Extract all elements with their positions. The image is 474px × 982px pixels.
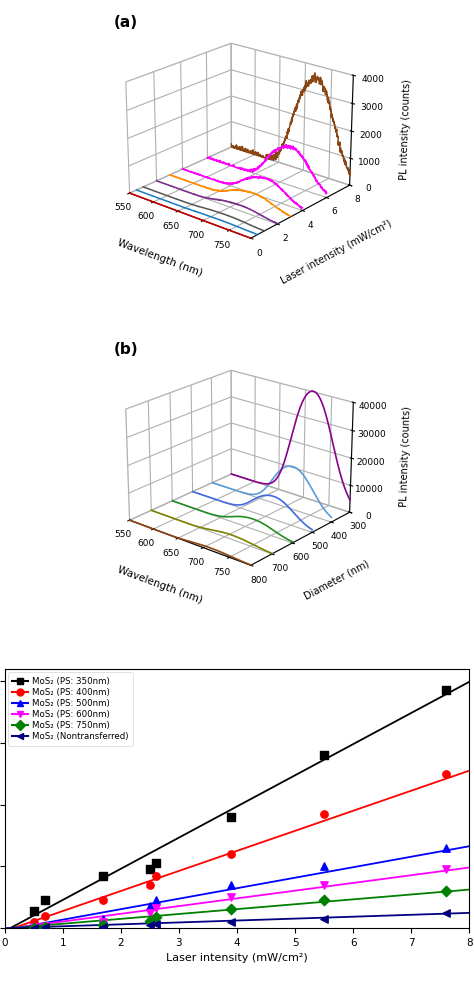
- Point: [228, 901, 235, 917]
- Point: [320, 747, 328, 763]
- Point: [152, 855, 159, 871]
- Point: [100, 868, 107, 884]
- Point: [146, 904, 154, 920]
- Point: [30, 919, 37, 935]
- Point: [152, 868, 159, 884]
- Point: [42, 917, 49, 933]
- Text: (a): (a): [114, 15, 138, 29]
- Point: [442, 682, 450, 698]
- Point: [100, 917, 107, 933]
- Point: [30, 920, 37, 936]
- Point: [152, 909, 159, 925]
- Point: [42, 893, 49, 908]
- Y-axis label: Laser intensity (mW/cm²): Laser intensity (mW/cm²): [280, 219, 394, 287]
- Y-axis label: Diameter (nm): Diameter (nm): [302, 559, 371, 601]
- Point: [228, 846, 235, 862]
- Point: [152, 916, 159, 932]
- Point: [442, 766, 450, 782]
- Point: [146, 912, 154, 928]
- Point: [442, 883, 450, 899]
- Point: [228, 809, 235, 825]
- Legend: MoS₂ (PS: 350nm), MoS₂ (PS: 400nm), MoS₂ (PS: 500nm), MoS₂ (PS: 600nm), MoS₂ (PS: MoS₂ (PS: 350nm), MoS₂ (PS: 400nm), MoS₂…: [8, 673, 133, 745]
- Point: [146, 917, 154, 933]
- Point: [228, 914, 235, 930]
- X-axis label: Wavelength (nm): Wavelength (nm): [116, 565, 203, 606]
- Point: [442, 904, 450, 920]
- Point: [30, 919, 37, 935]
- X-axis label: Laser intensity (mW/cm²): Laser intensity (mW/cm²): [166, 954, 308, 963]
- Point: [100, 911, 107, 927]
- Point: [146, 899, 154, 914]
- Point: [146, 877, 154, 893]
- Point: [152, 893, 159, 908]
- Point: [320, 806, 328, 822]
- Point: [228, 877, 235, 893]
- Point: [42, 918, 49, 934]
- Point: [442, 840, 450, 855]
- Point: [30, 902, 37, 918]
- Point: [30, 914, 37, 930]
- Point: [228, 890, 235, 905]
- Point: [100, 914, 107, 930]
- Point: [100, 919, 107, 935]
- Point: [442, 861, 450, 877]
- Point: [42, 919, 49, 935]
- Text: (b): (b): [114, 342, 138, 356]
- Point: [30, 920, 37, 936]
- Point: [152, 900, 159, 916]
- X-axis label: Wavelength (nm): Wavelength (nm): [116, 238, 203, 278]
- Point: [100, 893, 107, 908]
- Point: [320, 858, 328, 874]
- Point: [320, 893, 328, 908]
- Point: [320, 911, 328, 927]
- Point: [42, 907, 49, 923]
- Point: [320, 877, 328, 893]
- Point: [146, 861, 154, 877]
- Point: [42, 919, 49, 935]
